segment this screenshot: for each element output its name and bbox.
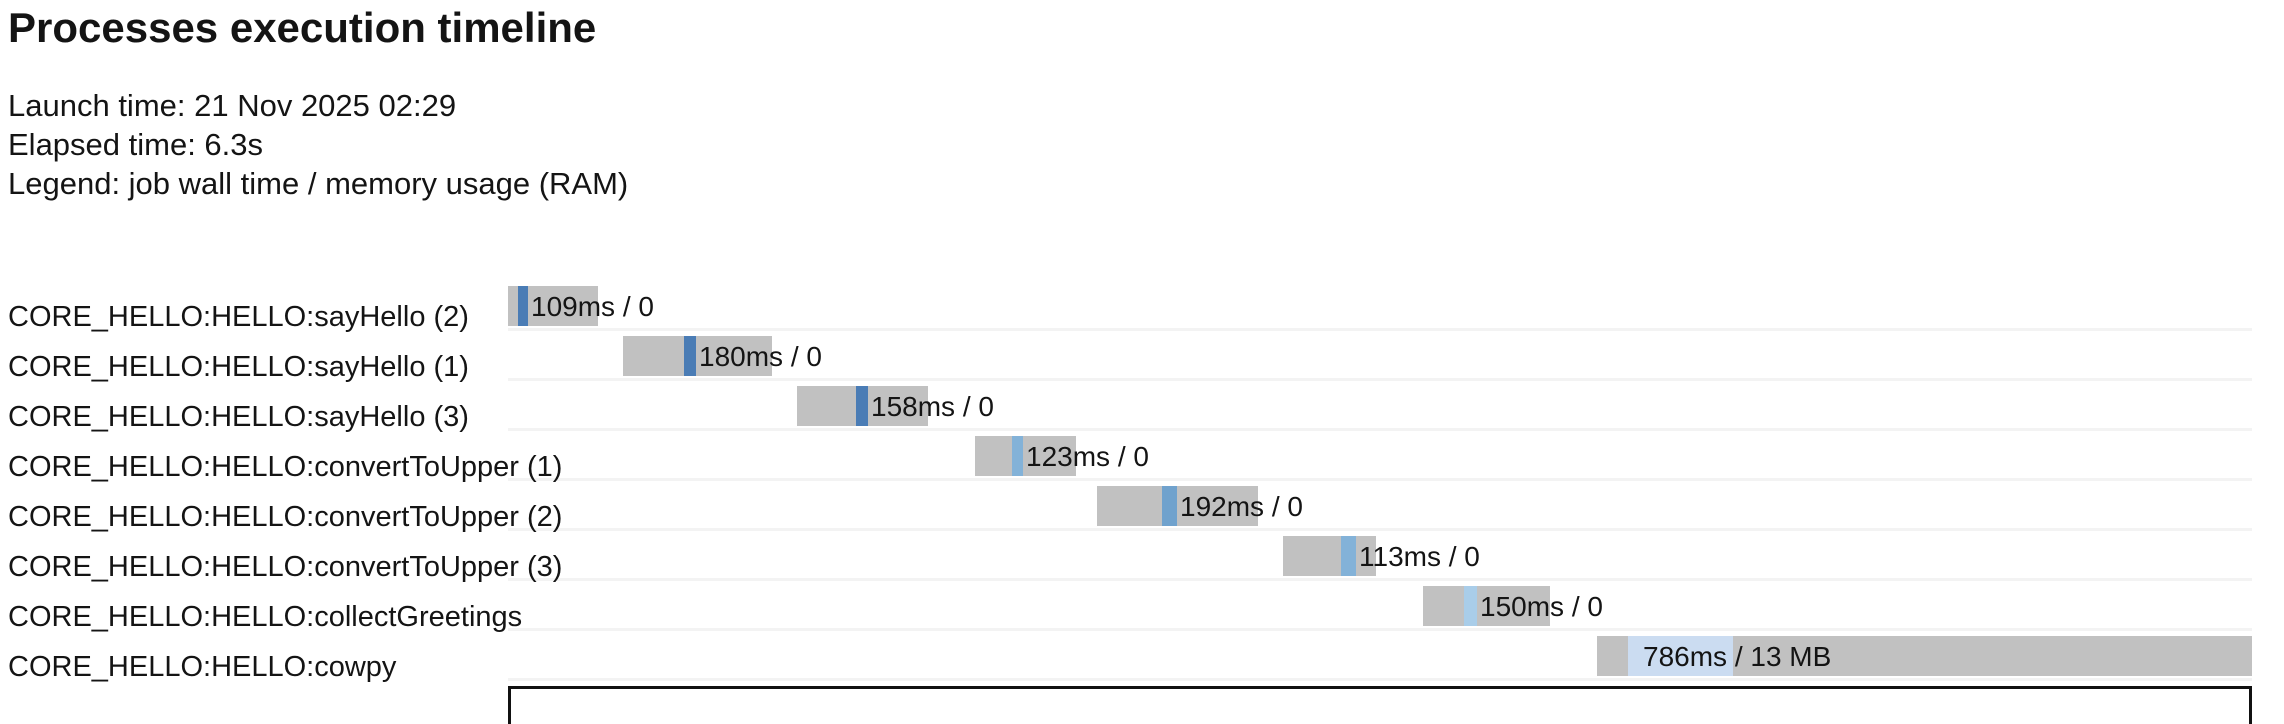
timeline-row: 113ms / 0 CORE_HELLO:HELLO:convertToUppe… <box>0 531 2284 583</box>
job-bar <box>1097 486 1258 526</box>
job-value-label: 123ms / 0 <box>1026 441 1149 472</box>
timeline-chart: 109ms / 0 CORE_HELLO:HELLO:sayHello (2) … <box>0 281 2284 683</box>
timeline-row: 150ms / 0 CORE_HELLO:HELLO:collectGreeti… <box>0 581 2284 633</box>
wall-time-marker <box>856 386 868 426</box>
process-name-label: CORE_HELLO:HELLO:sayHello (2) <box>8 301 469 333</box>
process-name-label: CORE_HELLO:HELLO:cowpy <box>8 651 397 683</box>
job-value-label: 109ms / 0 <box>531 291 654 322</box>
job-value-label: 192ms / 0 <box>1180 491 1303 522</box>
wall-time-marker <box>518 286 528 326</box>
job-bar <box>1423 586 1550 626</box>
row-separator <box>508 478 2252 481</box>
timeline-row: 786ms / 13 MB CORE_HELLO:HELLO:cowpy <box>0 631 2284 683</box>
process-name-label: CORE_HELLO:HELLO:convertToUpper (3) <box>8 551 563 583</box>
row-separator <box>508 378 2252 381</box>
job-bar <box>975 436 1076 476</box>
process-name-label: CORE_HELLO:HELLO:collectGreetings <box>8 601 523 633</box>
process-name-label: CORE_HELLO:HELLO:convertToUpper (2) <box>8 501 563 533</box>
elapsed-time-text: Elapsed time: 6.3s <box>8 127 264 162</box>
process-name-label: CORE_HELLO:HELLO:convertToUpper (1) <box>8 451 563 483</box>
job-value-label: 158ms / 0 <box>871 391 994 422</box>
timeline-row: 123ms / 0 CORE_HELLO:HELLO:convertToUppe… <box>0 431 2284 483</box>
row-separator <box>508 628 2252 631</box>
job-bar <box>1283 536 1376 576</box>
row-separator <box>508 428 2252 431</box>
launch-time-text: Launch time: 21 Nov 2025 02:29 <box>8 88 457 123</box>
job-value-label: 180ms / 0 <box>699 341 822 372</box>
row-separator <box>508 678 2252 681</box>
wall-time-marker <box>1464 586 1477 626</box>
job-value-label: 113ms / 0 <box>1359 541 1480 572</box>
row-separator <box>508 328 2252 331</box>
timeline-row: 109ms / 0 CORE_HELLO:HELLO:sayHello (2) <box>0 281 2284 333</box>
task-detail-box <box>508 686 2252 724</box>
job-value-label: 786ms / 13 MB <box>1643 641 1832 672</box>
process-name-label: CORE_HELLO:HELLO:sayHello (1) <box>8 351 469 383</box>
timeline-row: 180ms / 0 CORE_HELLO:HELLO:sayHello (1) <box>0 331 2284 383</box>
wall-time-marker <box>1162 486 1177 526</box>
wall-time-marker <box>1341 536 1356 576</box>
legend-text: Legend: job wall time / memory usage (RA… <box>8 166 629 201</box>
job-bar <box>623 336 772 376</box>
row-separator <box>508 578 2252 581</box>
job-value-label: 150ms / 0 <box>1480 591 1603 622</box>
wall-time-marker <box>1012 436 1023 476</box>
process-name-label: CORE_HELLO:HELLO:sayHello (3) <box>8 401 469 433</box>
timeline-row: 158ms / 0 CORE_HELLO:HELLO:sayHello (3) <box>0 381 2284 433</box>
timeline-row: 192ms / 0 CORE_HELLO:HELLO:convertToUppe… <box>0 481 2284 533</box>
wall-time-marker <box>684 336 696 376</box>
row-separator <box>508 528 2252 531</box>
page-title: Processes execution timeline <box>8 4 597 51</box>
wall-time-marker <box>1628 636 1733 676</box>
run-info: Launch time: 21 Nov 2025 02:29 Elapsed t… <box>8 86 628 203</box>
